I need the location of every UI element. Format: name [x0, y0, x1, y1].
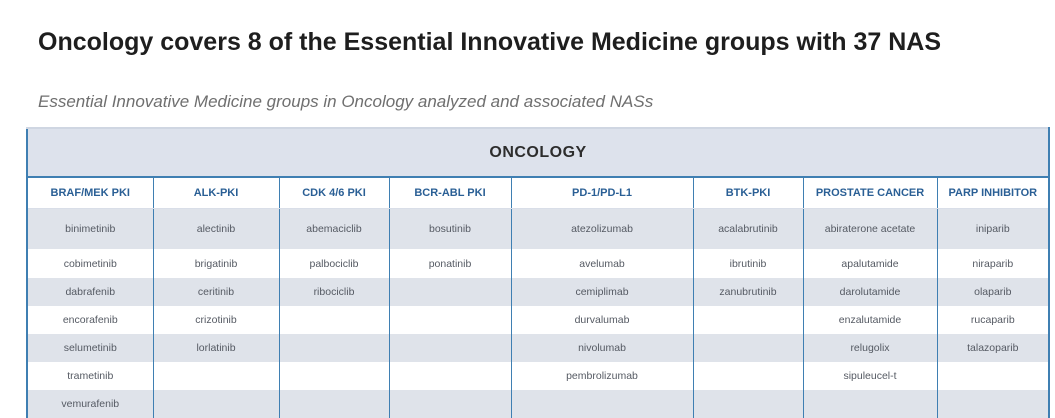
table-cell [279, 362, 390, 390]
table-cell: durvalumab [511, 306, 694, 334]
table-cell: encorafenib [27, 306, 154, 334]
table-row: encorafenib crizotinib durvalumab enzalutam… [27, 306, 1050, 334]
table-cell: crizotinib [153, 306, 280, 334]
table-cell [389, 362, 512, 390]
table-cell: ribociclib [279, 278, 390, 306]
table-banner: ONCOLOGY [27, 128, 1050, 178]
column-header: BRAF/MEK PKI [27, 177, 154, 209]
table-row: vemurafenib [27, 390, 1050, 418]
table-cell: avelumab [511, 249, 694, 278]
table-cell: enzalutamide [803, 306, 938, 334]
table-cell: ceritinib [153, 278, 280, 306]
table-cell [153, 362, 280, 390]
table-cell: rucaparib [937, 306, 1050, 334]
table-cell: alectinib [153, 208, 280, 249]
table-cell [389, 278, 512, 306]
table-cell [153, 390, 280, 418]
table-cell [937, 362, 1050, 390]
table-cell: nivolumab [511, 334, 694, 362]
table-cell: pembrolizumab [511, 362, 694, 390]
table-cell: bosutinib [389, 208, 512, 249]
table-cell [937, 390, 1050, 418]
table-cell: dabrafenib [27, 278, 154, 306]
table-cell: trametinib [27, 362, 154, 390]
table-cell: sipuleucel-t [803, 362, 938, 390]
table-cell [803, 390, 938, 418]
table-cell: atezolizumab [511, 208, 694, 249]
table-cell: selumetinib [27, 334, 154, 362]
table-cell: abemaciclib [279, 208, 390, 249]
table-cell: relugolix [803, 334, 938, 362]
column-header: BTK-PKI [693, 177, 804, 209]
column-header: PROSTATE CANCER [803, 177, 938, 209]
table-cell: cobimetinib [27, 249, 154, 278]
table-cell [693, 306, 804, 334]
table-cell [389, 390, 512, 418]
table-cell [511, 390, 694, 418]
table-cell: palbociclib [279, 249, 390, 278]
table-cell [389, 334, 512, 362]
table-cell [693, 362, 804, 390]
table-cell: binimetinib [27, 208, 154, 249]
table-cell [279, 390, 390, 418]
column-header: BCR-ABL PKI [389, 177, 512, 209]
column-header-row: BRAF/MEK PKI ALK-PKI CDK 4/6 PKI BCR-ABL PK… [27, 177, 1050, 209]
table-cell [279, 334, 390, 362]
table-row: binimetinib alectinib abemaciclib bosutinib… [27, 208, 1050, 249]
table-row: trametinib pembrolizumab sipuleucel-t [27, 362, 1050, 390]
table-cell: cemiplimab [511, 278, 694, 306]
table-row: cobimetinib brigatinib palbociclib ponatini… [27, 249, 1050, 278]
oncology-table: ONCOLOGY BRAF/MEK PKI ALK-PKI CDK 4/6 PKI B… [26, 127, 1051, 418]
table-cell [693, 334, 804, 362]
page-subtitle: Essential Innovative Medicine groups in … [38, 92, 654, 111]
table-cell: acalabrutinib [693, 208, 804, 249]
table-cell: darolutamide [803, 278, 938, 306]
table-cell: talazoparib [937, 334, 1050, 362]
table-cell [389, 306, 512, 334]
table-cell: apalutamide [803, 249, 938, 278]
table-cell: ponatinib [389, 249, 512, 278]
column-header: PD-1/PD-L1 [511, 177, 694, 209]
table-cell [693, 390, 804, 418]
table-cell: brigatinib [153, 249, 280, 278]
table-cell: ibrutinib [693, 249, 804, 278]
table-cell: vemurafenib [27, 390, 154, 418]
table-cell: abiraterone acetate [803, 208, 938, 249]
table-cell: lorlatinib [153, 334, 280, 362]
table-cell [279, 306, 390, 334]
table-cell: niraparib [937, 249, 1050, 278]
column-header: CDK 4/6 PKI [279, 177, 390, 209]
table-cell: olaparib [937, 278, 1050, 306]
table-cell: iniparib [937, 208, 1050, 249]
table-row: selumetinib lorlatinib nivolumab relugolix t… [27, 334, 1050, 362]
page-title: Oncology covers 8 of the Essential Innov… [38, 28, 941, 56]
table-cell: zanubrutinib [693, 278, 804, 306]
column-header: ALK-PKI [153, 177, 280, 209]
column-header: PARP INHIBITOR [937, 177, 1050, 209]
table-row: dabrafenib ceritinib ribociclib cemiplimab z… [27, 278, 1050, 306]
